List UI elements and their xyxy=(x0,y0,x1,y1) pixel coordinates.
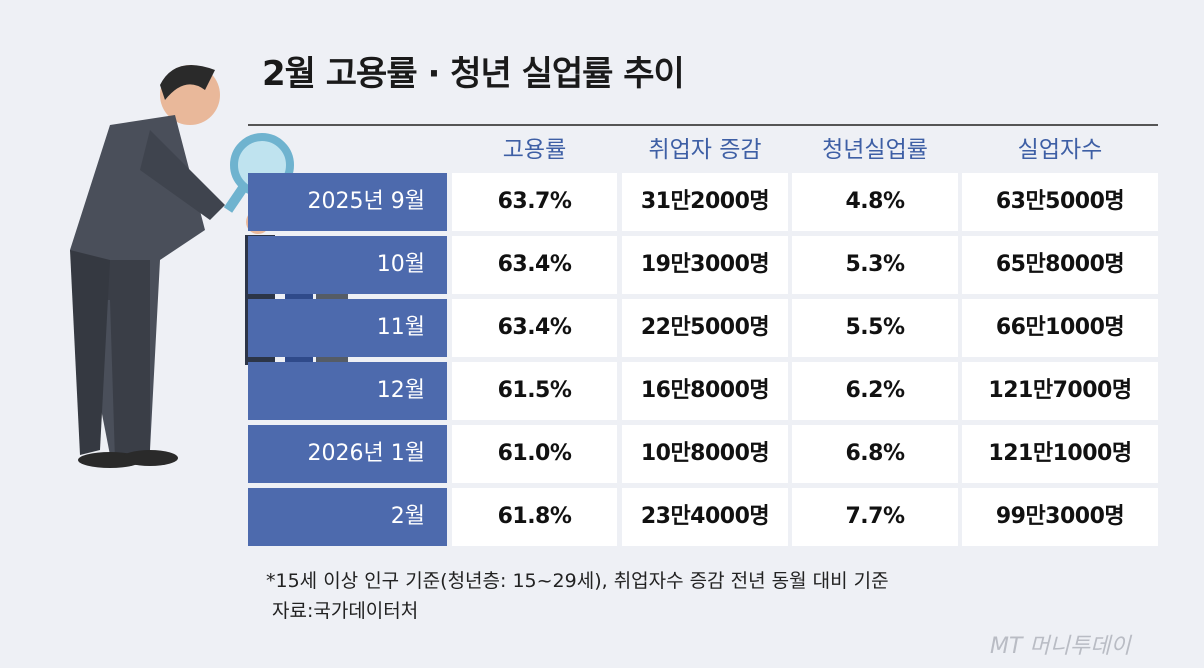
footnote: *15세 이상 인구 기준(청년층: 15~29세), 취업자수 증감 전년 동… xyxy=(266,570,889,592)
row-label: 2월 xyxy=(248,488,447,546)
column-header: 실업자수 xyxy=(1017,137,1103,163)
table-cell: 31만2000명 xyxy=(622,173,788,231)
table-cell: 5.5% xyxy=(792,299,958,357)
column-header: 청년실업률 xyxy=(822,137,928,163)
column-header: 취업자 증감 xyxy=(648,137,762,163)
table-cell: 10만8000명 xyxy=(622,425,788,483)
logo: MT 머니투데이 xyxy=(990,634,1131,659)
table-cell: 4.8% xyxy=(792,173,958,231)
table-cell: 121만7000명 xyxy=(962,362,1158,420)
table-cell: 5.3% xyxy=(792,236,958,294)
table-cell: 63만5000명 xyxy=(962,173,1158,231)
row-label: 10월 xyxy=(248,236,447,294)
table-cell: 63.7% xyxy=(452,173,617,231)
table-cell: 19만3000명 xyxy=(622,236,788,294)
table-cell: 66만1000명 xyxy=(962,299,1158,357)
table-cell: 61.0% xyxy=(452,425,617,483)
column-header: 고용률 xyxy=(502,137,567,163)
table-cell: 61.5% xyxy=(452,362,617,420)
row-label: 2025년 9월 xyxy=(248,173,447,231)
table-cell: 22만5000명 xyxy=(622,299,788,357)
row-label: 12월 xyxy=(248,362,447,420)
table-cell: 99만3000명 xyxy=(962,488,1158,546)
table-cell: 121만1000명 xyxy=(962,425,1158,483)
table-cell: 61.8% xyxy=(452,488,617,546)
row-label: 11월 xyxy=(248,299,447,357)
table-cell: 6.8% xyxy=(792,425,958,483)
table-cell: 6.2% xyxy=(792,362,958,420)
table-cell: 63.4% xyxy=(452,299,617,357)
table-cell: 16만8000명 xyxy=(622,362,788,420)
source: 자료:국가데이터처 xyxy=(272,600,419,622)
row-label: 2026년 1월 xyxy=(248,425,447,483)
table-cell: 63.4% xyxy=(452,236,617,294)
title: 2월 고용률 · 청년 실업률 추이 xyxy=(262,54,685,94)
table-cell: 7.7% xyxy=(792,488,958,546)
table-cell: 65만8000명 xyxy=(962,236,1158,294)
table-cell: 23만4000명 xyxy=(622,488,788,546)
